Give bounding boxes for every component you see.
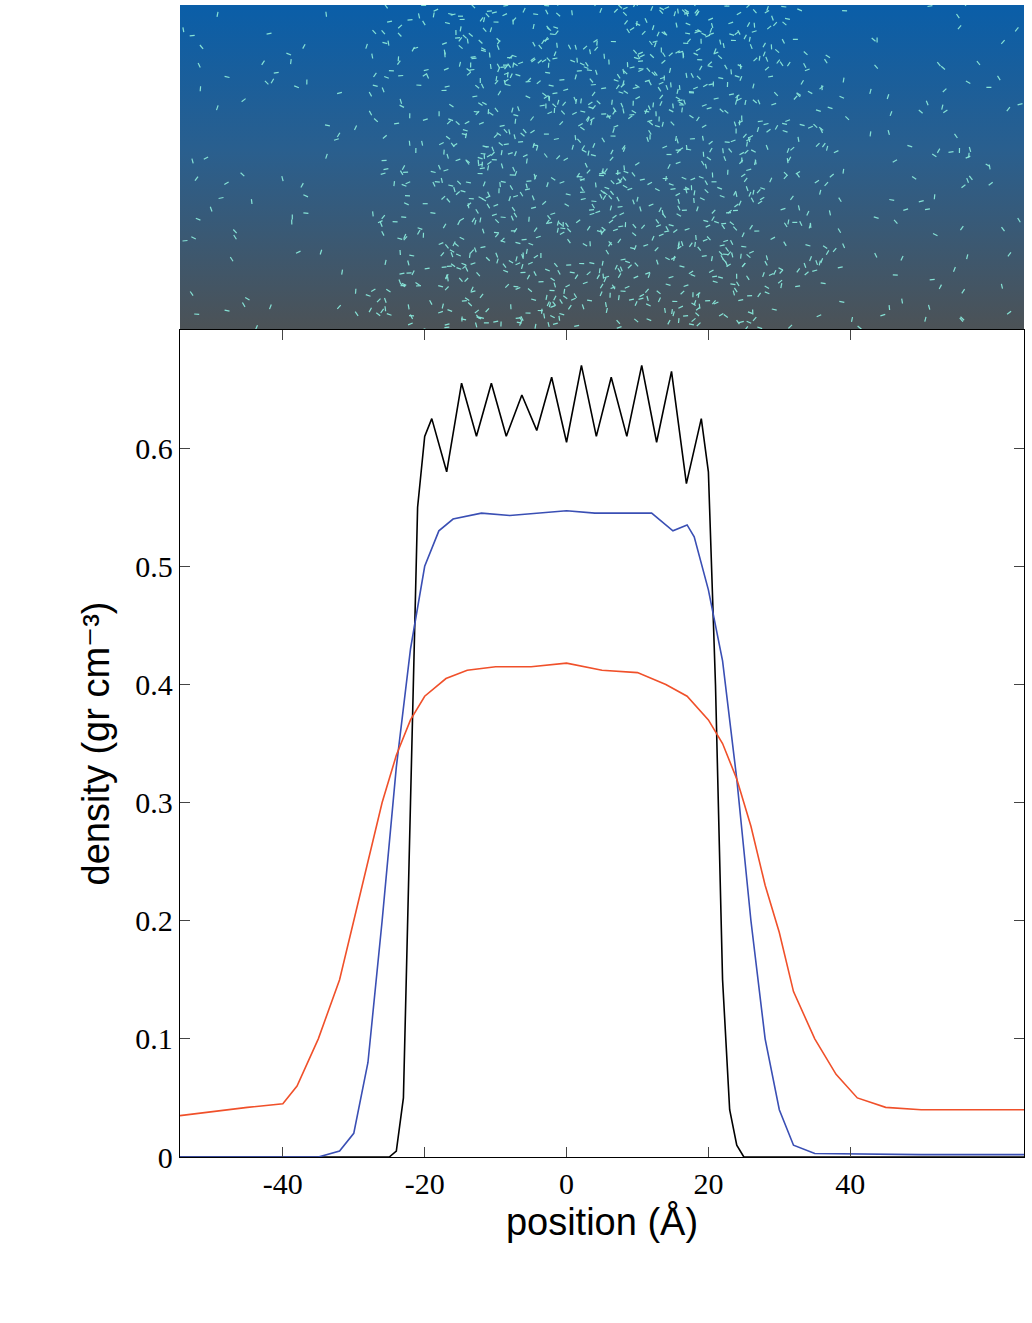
svg-text:0.4: 0.4 bbox=[135, 668, 173, 701]
svg-text:0.5: 0.5 bbox=[135, 550, 173, 583]
svg-text:0.6: 0.6 bbox=[135, 432, 173, 465]
svg-text:0: 0 bbox=[559, 1167, 574, 1200]
svg-text:density (gr cm⁻³): density (gr cm⁻³) bbox=[75, 602, 117, 886]
svg-text:20: 20 bbox=[693, 1167, 723, 1200]
svg-text:40: 40 bbox=[835, 1167, 865, 1200]
svg-text:0.3: 0.3 bbox=[135, 786, 173, 819]
svg-text:-20: -20 bbox=[405, 1167, 445, 1200]
svg-text:0.1: 0.1 bbox=[135, 1022, 173, 1055]
svg-text:0: 0 bbox=[158, 1141, 173, 1174]
svg-text:position (Å): position (Å) bbox=[506, 1200, 698, 1243]
svg-text:-40: -40 bbox=[263, 1167, 303, 1200]
svg-text:0.2: 0.2 bbox=[135, 904, 173, 937]
